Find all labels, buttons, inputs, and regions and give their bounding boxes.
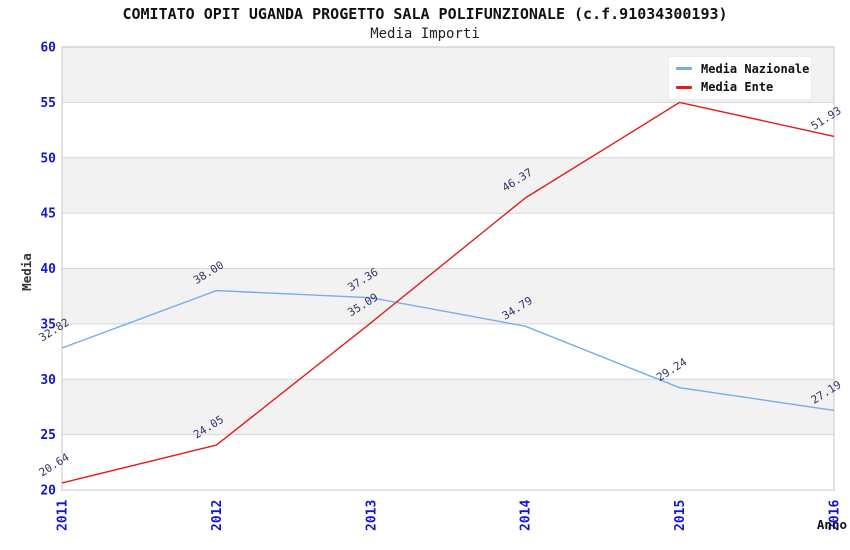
y-tick-label: 60 <box>40 41 56 56</box>
y-tick-label: 25 <box>40 428 56 443</box>
y-tick-label: 40 <box>40 262 56 277</box>
x-tick-label: 2011 <box>56 500 71 531</box>
legend-label: Media Nazionale <box>701 61 810 76</box>
x-tick-label: 2012 <box>210 500 225 531</box>
series-line-media-ente <box>61 101 835 484</box>
data-point-label: 51.93 <box>809 104 844 133</box>
chart-subtitle: Media Importi <box>370 26 480 42</box>
plot-band <box>62 157 834 214</box>
legend-item-media-ente: Media Ente <box>676 80 811 94</box>
legend-item-media-nazionale: Media Nazionale <box>676 62 811 76</box>
x-tick-label: 2014 <box>519 500 534 531</box>
y-tick-label: 20 <box>40 484 56 499</box>
y-tick-label: 45 <box>40 207 56 222</box>
legend-label: Media Ente <box>701 80 774 95</box>
y-axis-title: Media <box>19 253 34 291</box>
data-point-label: 20.64 <box>37 450 72 479</box>
x-tick-label: 2013 <box>364 500 379 531</box>
y-tick-label: 30 <box>40 373 56 388</box>
legend-swatch-red-line-icon <box>676 85 692 89</box>
y-tick-label: 35 <box>40 317 56 332</box>
y-tick-label: 55 <box>40 96 56 111</box>
x-tick-label: 2015 <box>673 500 688 531</box>
x-tick-label: 2016 <box>828 500 843 531</box>
legend-swatch-blue-line-icon <box>676 67 692 71</box>
plot-band <box>62 268 834 324</box>
plot-band <box>62 379 834 435</box>
y-tick-label: 50 <box>40 151 56 166</box>
legend-box: Media Nazionale Media Ente <box>668 56 812 100</box>
series-line-media-nazionale <box>61 289 835 412</box>
plot-border <box>61 46 835 491</box>
x-axis-title: Anno <box>817 517 847 532</box>
chart-title: COMITATO OPIT UGANDA PROGETTO SALA POLIF… <box>122 5 728 23</box>
